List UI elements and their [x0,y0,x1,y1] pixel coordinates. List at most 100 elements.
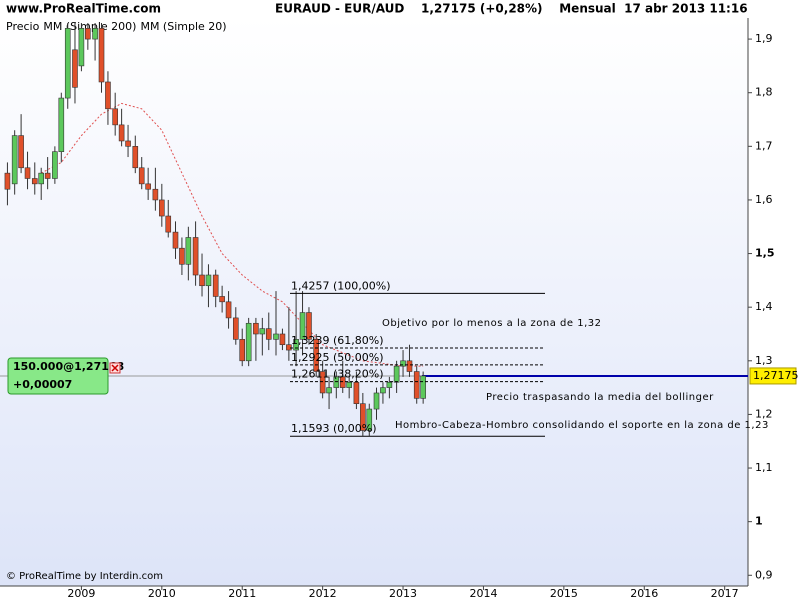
chart-title: EURAUD - EUR/AUD 1,27175 (+0,28%) Mensua… [275,2,748,16]
candle-body [152,188,159,201]
candle-body [420,375,426,399]
candle-body [299,312,306,340]
x-tick-label: 2016 [630,587,658,600]
footer: © ProRealTime by Interdin.com [6,571,163,582]
candle-body [232,317,239,340]
position-pnl: +0,00007 [13,378,72,391]
x-tick-label: 2017 [711,587,739,600]
y-tick-label: 1,4 [755,300,773,313]
candle-body [380,387,386,394]
candle-body [145,183,151,190]
last-price-box [749,367,797,385]
annotation: Precio traspasando la media del bollinge… [486,392,714,403]
y-tick-label: 1,5 [755,247,775,260]
candle-body [18,135,24,169]
site-name: www.ProRealTime.com [6,2,161,16]
last-price-label: 1,27175 [753,369,799,382]
y-axis-area [748,18,800,600]
y-tick-label: 1,6 [755,193,773,206]
candle-body [105,81,111,110]
close-button-x [111,364,119,372]
x-tick-label: 2009 [67,587,95,600]
candle-body [245,322,252,362]
candle-body [239,339,246,362]
candle-body [185,237,192,265]
candle-body [132,146,139,169]
y-tick-label: 1,7 [755,139,773,152]
fib-label: 1,1593 (0,00%) [291,422,377,435]
candle-body [346,381,352,388]
candle-body [98,28,105,83]
candle-body [293,339,299,351]
candle-body [286,344,292,351]
candle-body [386,381,393,388]
y-tick-label: 1 [755,515,763,528]
candle-body [159,199,165,217]
candle-body [313,339,320,372]
candle-body [253,322,259,335]
candle-body [205,274,212,287]
candle-body [138,167,145,185]
candle-body [366,408,373,431]
candle-body [199,274,205,287]
annotation: Objetivo por lo menos a la zona de 1,32 [382,318,601,329]
x-tick-label: 2010 [148,587,176,600]
candle-body [4,172,11,190]
candle-body [393,365,400,383]
candle-body [44,172,51,179]
annotation: Hombro-Cabeza-Hombro consolidando el sop… [395,420,769,431]
y-tick-label: 1,9 [755,32,773,45]
candle-body [259,328,266,335]
candle-body [306,312,312,340]
plot-area [0,18,748,586]
candle-body [360,403,366,431]
candle-body [179,247,185,265]
x-tick-label: 2015 [550,587,578,600]
legend-entry: Precio [6,20,40,33]
y-tick-label: 0,9 [755,568,773,581]
candle-body [319,371,326,394]
x-tick-label: 2013 [389,587,417,600]
candle-body [172,231,179,249]
fib-label: 1,3239 (61,80%) [291,334,384,347]
y-tick-label: 1,3 [755,354,773,367]
candle-body [273,333,279,340]
y-tick-label: 1,2 [755,407,773,420]
y-tick-label: 1,8 [755,86,773,99]
close-position-button[interactable] [109,362,121,374]
y-tick-label: 1,1 [755,461,773,474]
candle-body [112,108,118,126]
candle-body [92,28,98,40]
fib-label: 1,2925 (50,00%) [291,351,384,364]
candle-body [64,28,71,99]
candle-body [373,392,380,410]
candle-body [31,178,38,185]
fib-label: 1,4257 (100,00%) [291,279,391,292]
candle-body [333,376,340,388]
position-label: 150.000@1,27168 [13,360,124,373]
candle-body [212,274,219,297]
moving-average [40,102,424,367]
legend-entry: MM (Simple 20) [140,20,226,33]
candle-body [192,237,199,276]
candle-body [353,381,360,404]
candle-body [165,215,172,233]
x-tick-label: 2011 [228,587,256,600]
candle-body [24,167,31,179]
candle-body [38,172,45,185]
candle-body [219,296,225,303]
candle-body [279,333,286,346]
candle-body [406,360,413,372]
candle-body [11,135,18,185]
candle-body [265,328,272,340]
position-box: 150.000@1,27168 +0,00007 [7,357,124,395]
candle-body [326,387,332,394]
candle-body [72,49,78,88]
x-tick-label: 2012 [309,587,337,600]
fib-label: 1,2611 (38,20%) [291,368,384,381]
candle-body [85,28,91,40]
candle-body [125,140,131,147]
candle-body [225,301,232,319]
